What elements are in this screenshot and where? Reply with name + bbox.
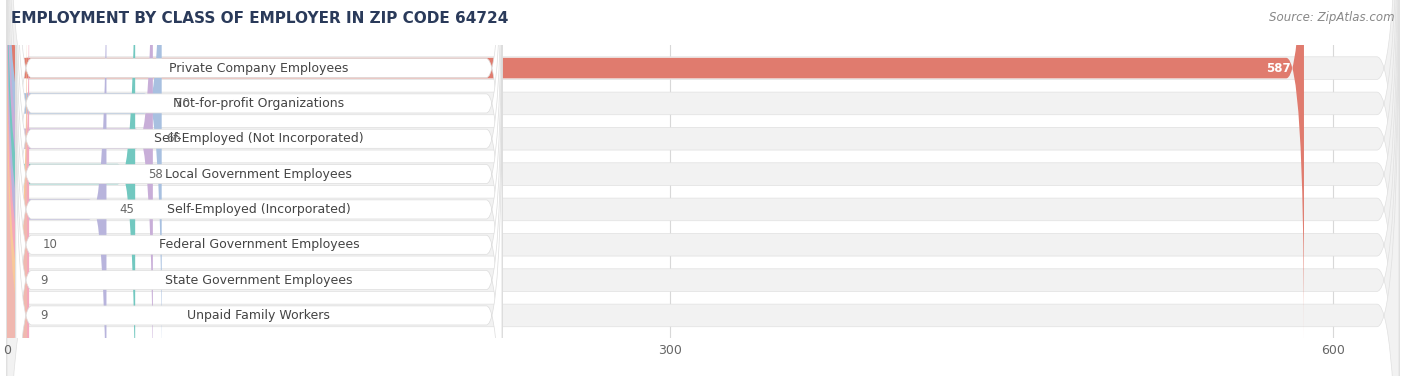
Text: 9: 9 bbox=[41, 309, 48, 322]
FancyBboxPatch shape bbox=[7, 43, 27, 376]
FancyBboxPatch shape bbox=[7, 0, 30, 376]
FancyBboxPatch shape bbox=[7, 0, 1399, 376]
Text: 9: 9 bbox=[41, 274, 48, 287]
FancyBboxPatch shape bbox=[15, 0, 502, 306]
FancyBboxPatch shape bbox=[15, 0, 502, 376]
Text: Federal Government Employees: Federal Government Employees bbox=[159, 238, 359, 251]
FancyBboxPatch shape bbox=[15, 0, 502, 376]
FancyBboxPatch shape bbox=[7, 0, 1399, 376]
Text: Not-for-profit Organizations: Not-for-profit Organizations bbox=[173, 97, 344, 110]
Text: 45: 45 bbox=[120, 203, 135, 216]
FancyBboxPatch shape bbox=[7, 0, 1399, 376]
Text: Local Government Employees: Local Government Employees bbox=[166, 168, 353, 180]
FancyBboxPatch shape bbox=[7, 0, 162, 376]
Text: 70: 70 bbox=[174, 97, 190, 110]
FancyBboxPatch shape bbox=[7, 0, 107, 376]
FancyBboxPatch shape bbox=[7, 0, 153, 376]
Text: 58: 58 bbox=[149, 168, 163, 180]
FancyBboxPatch shape bbox=[7, 0, 135, 376]
FancyBboxPatch shape bbox=[7, 0, 1399, 376]
FancyBboxPatch shape bbox=[15, 0, 502, 341]
FancyBboxPatch shape bbox=[15, 42, 502, 376]
FancyBboxPatch shape bbox=[15, 77, 502, 376]
Text: State Government Employees: State Government Employees bbox=[165, 274, 353, 287]
FancyBboxPatch shape bbox=[7, 0, 1399, 376]
Text: Self-Employed (Incorporated): Self-Employed (Incorporated) bbox=[167, 203, 350, 216]
FancyBboxPatch shape bbox=[7, 8, 27, 376]
Text: Source: ZipAtlas.com: Source: ZipAtlas.com bbox=[1270, 11, 1395, 24]
Text: Unpaid Family Workers: Unpaid Family Workers bbox=[187, 309, 330, 322]
FancyBboxPatch shape bbox=[7, 0, 1303, 341]
Text: 10: 10 bbox=[42, 238, 58, 251]
Text: Private Company Employees: Private Company Employees bbox=[169, 62, 349, 74]
FancyBboxPatch shape bbox=[7, 0, 1399, 376]
Text: Self-Employed (Not Incorporated): Self-Employed (Not Incorporated) bbox=[155, 132, 364, 145]
Text: EMPLOYMENT BY CLASS OF EMPLOYER IN ZIP CODE 64724: EMPLOYMENT BY CLASS OF EMPLOYER IN ZIP C… bbox=[11, 11, 509, 26]
Text: 587: 587 bbox=[1265, 62, 1291, 74]
FancyBboxPatch shape bbox=[7, 0, 1399, 376]
FancyBboxPatch shape bbox=[15, 0, 502, 376]
Text: 66: 66 bbox=[166, 132, 181, 145]
FancyBboxPatch shape bbox=[15, 7, 502, 376]
FancyBboxPatch shape bbox=[7, 0, 1399, 376]
